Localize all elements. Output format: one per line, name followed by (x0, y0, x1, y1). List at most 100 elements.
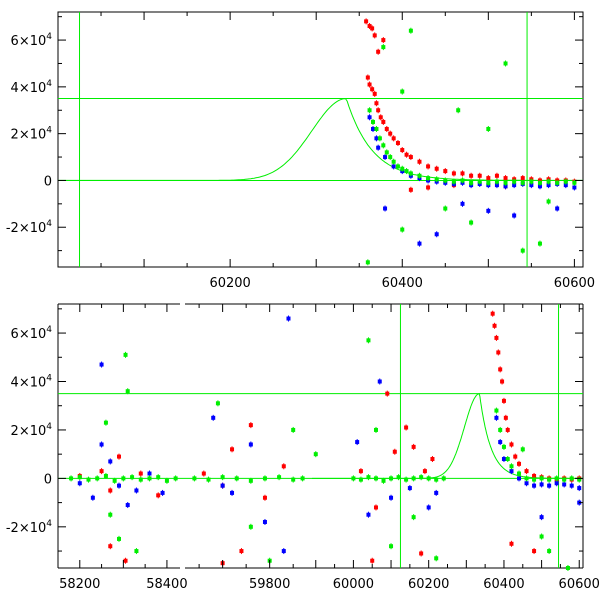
data-point (138, 471, 143, 476)
data-point (509, 469, 514, 474)
data-point (389, 476, 394, 481)
data-point (86, 477, 91, 482)
data-point (532, 483, 537, 488)
data-point (277, 475, 282, 480)
data-point (374, 126, 379, 131)
data-point (371, 126, 375, 131)
data-point (400, 148, 405, 153)
data-point (291, 477, 296, 482)
data-point (404, 152, 409, 157)
y-tick-label: 0 (44, 174, 52, 189)
data-point (391, 136, 396, 141)
data-point (505, 427, 510, 432)
data-point (426, 176, 431, 181)
data-point (396, 475, 401, 480)
data-point (248, 478, 253, 483)
data-point (108, 512, 113, 517)
data-point (501, 444, 506, 449)
data-point (391, 164, 396, 169)
data-point (434, 177, 439, 182)
data-point (147, 471, 152, 476)
data-point (206, 477, 211, 482)
data-point (408, 28, 413, 33)
data-point (498, 440, 503, 445)
data-point (562, 477, 567, 482)
data-point (529, 179, 534, 184)
data-point (443, 178, 448, 183)
data-point (486, 180, 491, 185)
y-tick-label: 6×104 (11, 32, 53, 49)
data-point (99, 362, 104, 367)
x-tick-label: 60200 (209, 276, 250, 291)
data-point (520, 248, 525, 253)
data-point (367, 115, 372, 120)
data-point (365, 75, 370, 80)
data-point (286, 316, 291, 321)
data-point (281, 464, 286, 469)
data-point (569, 483, 574, 488)
data-point (125, 389, 130, 394)
data-point (392, 449, 397, 454)
data-point (477, 173, 482, 178)
y-tick-label: 0 (44, 472, 52, 487)
data-point (147, 476, 152, 481)
y-tick-label: -2×104 (6, 519, 52, 536)
data-point (434, 556, 439, 561)
data-point (388, 155, 393, 160)
data-point (370, 558, 375, 563)
data-point (384, 126, 389, 131)
data-point (469, 180, 474, 185)
data-point (517, 471, 522, 476)
data-point (554, 481, 559, 486)
bottom-panel: 58200 58400 59800 60000 60200 60400 60600 -2×10… (6, 303, 600, 592)
data-point (377, 379, 382, 384)
data-point (355, 440, 360, 445)
data-point (537, 180, 542, 185)
data-point (434, 490, 439, 495)
data-point (408, 155, 413, 160)
data-point (134, 549, 139, 554)
data-point (374, 101, 379, 106)
data-point (373, 505, 378, 510)
data-point (408, 187, 413, 192)
data-point (490, 311, 495, 316)
data-point (300, 476, 305, 481)
model-curve (58, 98, 583, 181)
data-point (234, 476, 239, 481)
data-point (572, 185, 577, 190)
data-point (108, 544, 113, 549)
data-point (367, 24, 372, 29)
y-tick-label: -2×104 (6, 219, 52, 236)
x-tick-label: 58400 (146, 577, 187, 592)
data-point (365, 260, 370, 265)
data-point (503, 176, 508, 181)
y-tick-label: 2×104 (11, 422, 53, 439)
data-point (532, 473, 537, 478)
data-point (99, 442, 104, 447)
data-point (500, 379, 505, 384)
data-point (460, 201, 465, 206)
data-point (539, 482, 544, 487)
data-point (313, 452, 318, 457)
data-point (430, 457, 435, 462)
data-point (123, 352, 128, 357)
data-point (520, 180, 525, 185)
data-point (400, 227, 405, 232)
data-point (117, 454, 121, 459)
data-point (381, 45, 386, 50)
data-point (503, 180, 508, 185)
x-tick-label: 60600 (559, 577, 600, 592)
data-point (547, 549, 552, 554)
data-point (400, 166, 405, 171)
data-point (404, 169, 409, 174)
data-point (426, 185, 431, 190)
data-point (371, 119, 375, 124)
data-point (494, 173, 499, 178)
data-point (494, 415, 499, 420)
data-point (524, 469, 529, 474)
data-point (469, 220, 474, 225)
data-point (373, 427, 378, 432)
data-point (426, 505, 431, 510)
data-point (509, 541, 514, 546)
data-point (494, 408, 499, 413)
